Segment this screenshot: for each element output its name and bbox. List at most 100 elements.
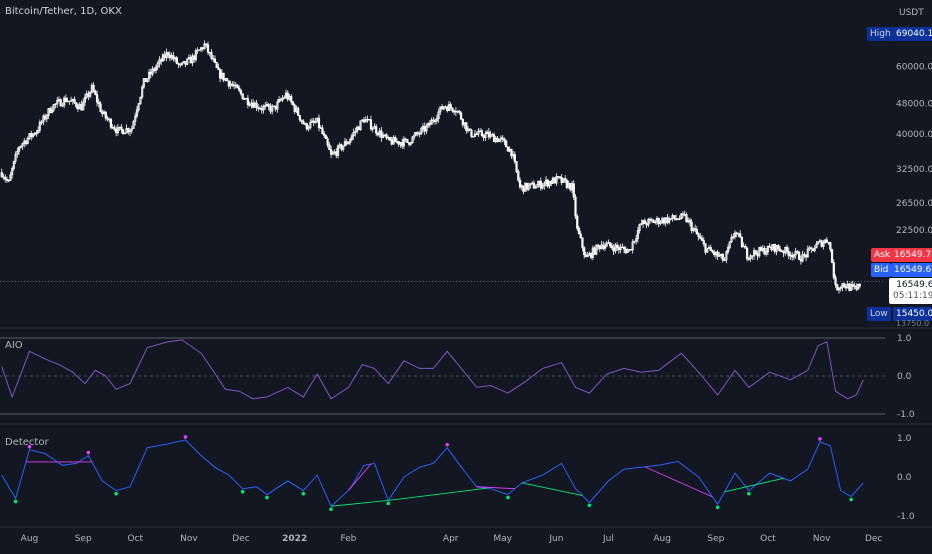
candle-body [401,142,404,147]
candle-body [560,176,563,183]
time-axis-label: Sep [707,534,724,544]
candle-body [326,138,329,146]
candle-body [30,133,33,137]
candle-body [135,109,139,117]
candle-body [37,129,40,133]
candle-body [352,131,355,137]
candle-body [633,240,636,243]
bullish-pivot-marker [240,489,245,494]
candle-body [423,126,426,132]
time-axis-label: Nov [180,534,198,544]
candle-body [246,98,249,105]
time-axis-label: Aug [21,534,39,544]
candle-body [515,161,518,172]
candle-body [565,180,568,188]
candle-body [503,138,506,142]
candle-body [328,144,331,151]
candle-body [4,177,7,180]
candle-body [569,182,572,191]
candle-body [690,221,693,231]
candle-body [718,255,721,257]
candle-body [773,244,776,252]
candle-body [609,242,612,247]
candle-body [298,115,301,121]
candle-body [532,182,536,189]
candle-body [501,137,504,140]
candle-body [116,127,119,134]
candle-body [281,97,284,101]
time-axis-label: Apr [443,534,459,544]
candle-body [572,183,575,198]
candle-body [227,80,230,87]
bearish-pivot-marker [818,437,822,441]
time-axis-label: Feb [340,534,356,544]
candle-body [45,115,48,120]
candle-body [555,176,558,184]
candle-body [317,117,321,128]
candle-body [113,127,116,130]
candle-body [820,240,823,247]
candle-body [624,248,627,254]
candle-body [89,91,92,97]
candle-body [782,250,785,254]
candle-body [505,140,508,148]
time-axis-label: Oct [127,534,143,544]
candle-body [778,248,782,252]
candle-body [643,220,646,225]
candle-body [598,245,601,249]
candle-body [307,127,310,130]
candle-body [839,287,842,289]
aio-tick-label: -1.0 [897,410,915,420]
candle-body [796,251,799,253]
candle-body [394,137,397,143]
candle-body [156,63,159,68]
candle-body [198,49,201,51]
candle-body [115,129,118,134]
candle-body [834,277,837,285]
price-tick-label: 48000.0 [896,100,932,110]
candle-body [61,104,64,107]
candle-body [314,121,317,124]
candle-body [647,219,650,226]
candle-body [371,128,374,130]
countdown-timer: 05:11:19 [893,291,932,301]
candle-body [453,110,456,113]
candle-body [413,134,416,138]
candle-body [751,255,754,257]
candle-body [631,241,634,251]
candle-body [24,140,28,144]
candle-body [406,139,409,143]
candle-body [437,111,440,120]
bullish-divergence-line [331,499,389,507]
candle-body [593,247,596,255]
candle-body [851,284,854,286]
candle-body [830,249,834,263]
candle-body [219,69,222,79]
candle-body [513,154,516,162]
high-label-badge: High [867,27,894,41]
detector-tick-label: 0.0 [897,473,912,483]
candle-body [267,104,270,107]
candle-body [432,119,435,122]
candle-body [217,67,220,70]
candle-body [758,247,761,257]
candle-body [206,44,210,53]
candle-body [300,119,303,122]
candle-body [468,128,471,131]
currency-label: USDT [899,8,924,18]
candle-body [144,78,147,83]
candle-body [527,184,530,190]
detector-pane-label[interactable]: Detector [5,437,49,448]
candle-body [792,254,796,258]
candle-body [210,52,213,59]
bullish-pivot-marker [747,491,751,496]
time-axis-label: Oct [760,534,776,544]
low-value-badge: 15450.0 [893,307,932,321]
aio-pane-label[interactable]: AIO [5,340,23,351]
symbol-title[interactable]: Bitcoin/Tether, 1D, OKX [5,6,122,17]
candle-body [577,228,581,235]
candle-body [208,51,211,54]
aio-series-line [1,339,864,400]
time-axis-label: Sep [75,534,92,544]
